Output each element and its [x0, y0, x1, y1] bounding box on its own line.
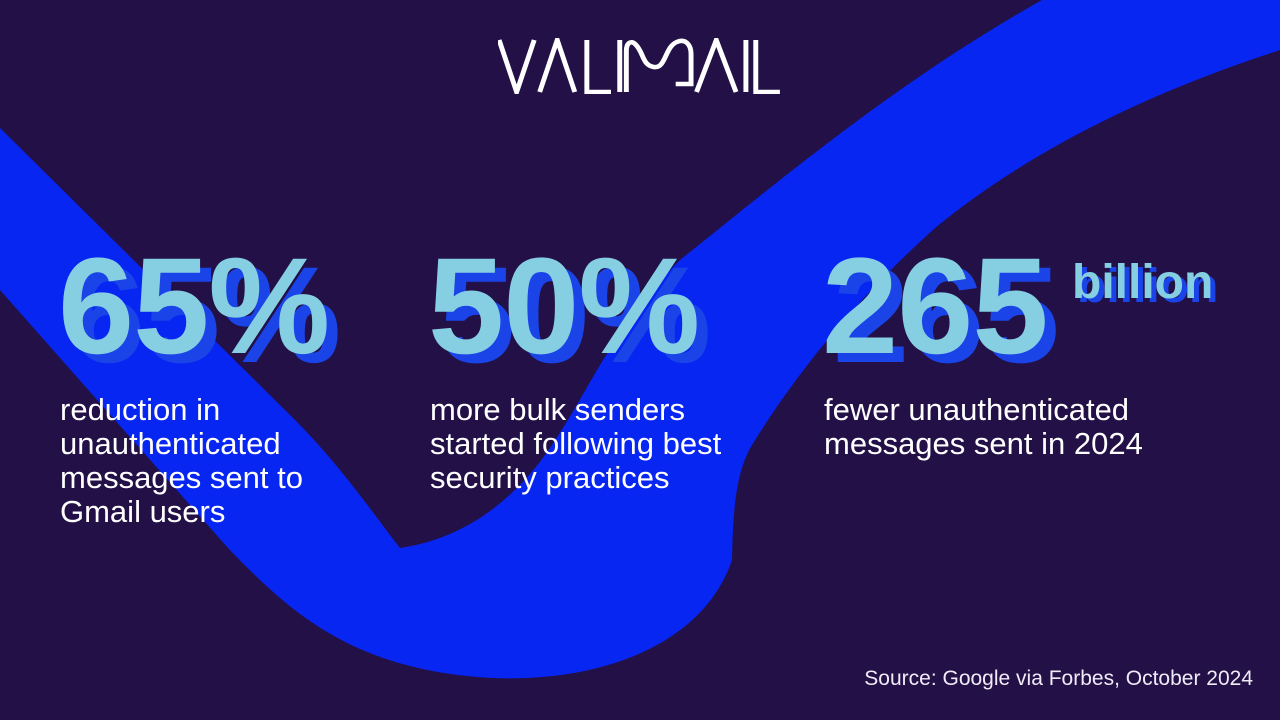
logo-letter-m: [623, 38, 694, 92]
stat-description: reduction in unauthenticated messages se…: [60, 393, 303, 529]
stat-description: more bulk senders started following best…: [430, 393, 721, 495]
logo-letter-v: [498, 39, 537, 94]
stat-description-line: messages sent in 2024: [824, 426, 1143, 461]
logo-letter-l2: [753, 40, 780, 94]
stat-description-line: started following best: [430, 426, 722, 461]
stat-unit: billion: [1072, 256, 1214, 309]
stat-50-percent: 50% more bulk senders started following …: [428, 230, 721, 495]
stat-value: 265: [822, 230, 1049, 383]
stat-description: fewer unauthenticated messages sent in 2…: [824, 393, 1143, 461]
stat-65-percent: 65% reduction in unauthenticated message…: [58, 230, 330, 529]
stat-description-line: Gmail users: [60, 494, 226, 529]
stat-265-billion: 265 billion fewer unauthenticated messag…: [822, 230, 1213, 461]
logo-letter-a1: [537, 38, 578, 93]
stat-description-line: security practices: [430, 460, 670, 495]
stat-description-line: unauthenticated: [60, 426, 281, 461]
stat-description-line: messages sent to: [60, 460, 303, 495]
stat-value: 50%: [428, 230, 700, 383]
logo-letter-l1: [584, 40, 611, 94]
stat-value: 65%: [58, 230, 330, 383]
logo-letter-a2: [694, 38, 739, 93]
stat-description-line: fewer unauthenticated: [824, 392, 1130, 427]
stat-description-line: reduction in: [60, 392, 221, 427]
source-attribution: Source: Google via Forbes, October 2024: [864, 667, 1253, 690]
checkmark-shape: [0, 0, 1280, 679]
stat-description-line: more bulk senders: [430, 392, 686, 427]
valimail-logo: VALIMAIL: [498, 38, 781, 94]
